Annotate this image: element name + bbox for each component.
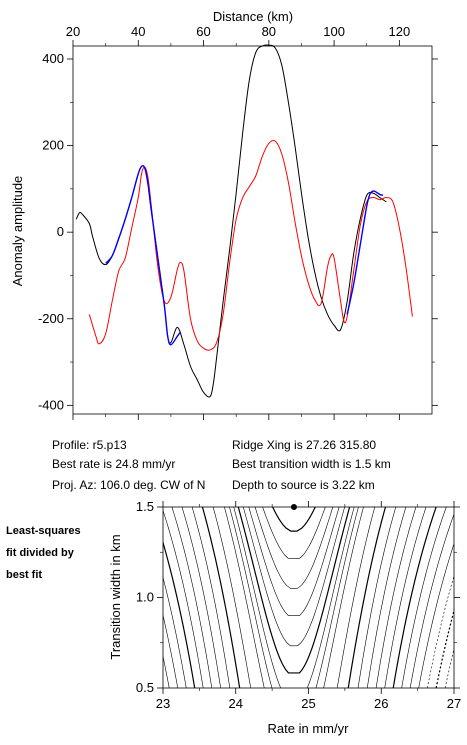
profile-x-tick-label: 20 — [66, 24, 80, 39]
projection-azimuth-label: Proj. Az: 106.0 deg. CW of N — [52, 478, 205, 492]
contour-x-tick-label: 26 — [374, 696, 388, 711]
profile-series-lines — [75, 44, 413, 398]
profile-plot-frame — [72, 45, 433, 415]
profile-y-tick-label: 200 — [42, 138, 64, 153]
profile-axis-ticks: 20 40 60 80 100 120 -400 -200 0 200 400 — [38, 24, 438, 420]
contour-line — [427, 574, 454, 688]
contour-line — [171, 507, 417, 688]
contour-y-tick-label: 1.5 — [136, 499, 154, 514]
misfit-contour-chart: 23 24 25 26 27 0.5 1.0 1.5 Rate in mm/yr Transi… — [13, 499, 467, 736]
contour-line — [233, 507, 355, 688]
profile-series-line-0 — [75, 44, 387, 398]
contour-line — [163, 513, 454, 688]
contour-line — [242, 507, 345, 647]
contour-line — [272, 507, 316, 532]
side-note-line-2: fit divided by — [6, 547, 75, 559]
contour-line — [248, 507, 340, 616]
contour-axis-ticks: 23 24 25 26 27 0.5 1.0 1.5 — [136, 499, 461, 711]
side-note-line-3: best fit — [6, 569, 42, 581]
profile-x-tick-label: 120 — [389, 24, 411, 39]
profile-y-tick-label: -400 — [38, 397, 64, 412]
contour-line — [181, 507, 407, 688]
profile-label: Profile: r5.p13 — [52, 438, 127, 452]
contour-x-tick-label: 24 — [229, 696, 243, 711]
contour-line — [224, 507, 364, 688]
profile-series-line-3 — [346, 190, 384, 315]
contour-x-tick-label: 25 — [301, 696, 315, 711]
profile-y-tick-label: -200 — [38, 311, 64, 326]
contour-line — [26, 507, 467, 688]
best-rate-label: Best rate is 24.8 mm/yr — [52, 457, 175, 471]
contour-line — [163, 507, 437, 688]
profile-y-tick-label: 400 — [42, 51, 64, 66]
contour-x-axis-title: Rate in mm/yr — [268, 721, 350, 736]
contour-line — [201, 507, 387, 688]
contour-line — [254, 507, 334, 589]
contour-line — [163, 507, 427, 688]
contour-lines — [13, 507, 467, 688]
side-note: Least-squares fit divided by best fit — [6, 525, 81, 581]
contour-line — [212, 507, 376, 688]
contour-line — [229, 507, 359, 688]
contour-y-tick-label: 0.5 — [136, 680, 154, 695]
profile-x-tick-label: 40 — [131, 24, 145, 39]
contour-line — [163, 507, 447, 688]
profile-x-tick-label: 80 — [262, 24, 276, 39]
contour-y-axis-title: Transition width in km — [108, 534, 123, 659]
contour-x-tick-label: 23 — [156, 696, 170, 711]
contour-line — [237, 507, 351, 674]
side-note-line-1: Least-squares — [6, 525, 81, 537]
profile-x-tick-label: 60 — [196, 24, 210, 39]
contour-x-tick-label: 27 — [447, 696, 461, 711]
profile-x-tick-label: 100 — [323, 24, 345, 39]
best-transition-width-label: Best transition width is 1.5 km — [232, 457, 391, 471]
contour-line — [435, 608, 454, 688]
profile-y-tick-label: 0 — [57, 224, 64, 239]
depth-to-source-label: Depth to source is 3.22 km — [232, 478, 375, 492]
contour-line — [13, 507, 467, 688]
contour-y-tick-label: 1.0 — [136, 590, 154, 605]
ridge-crossing-label: Ridge Xing is 27.26 315.80 — [232, 438, 376, 452]
contour-line — [39, 507, 467, 688]
profile-x-axis-title: Distance (km) — [213, 9, 293, 24]
profile-y-axis-title: Anomaly amplitude — [10, 176, 25, 287]
contour-line — [262, 507, 326, 559]
profile-chart: 20 40 60 80 100 120 -400 -200 0 200 400 Distance (… — [10, 9, 438, 420]
profile-series-line-2 — [105, 164, 182, 346]
best-fit-marker — [290, 504, 297, 510]
fit-info-block: Profile: r5.p13 Best rate is 24.8 mm/yr … — [52, 438, 391, 492]
profile-series-line-1 — [88, 139, 413, 351]
contour-line — [191, 507, 397, 688]
